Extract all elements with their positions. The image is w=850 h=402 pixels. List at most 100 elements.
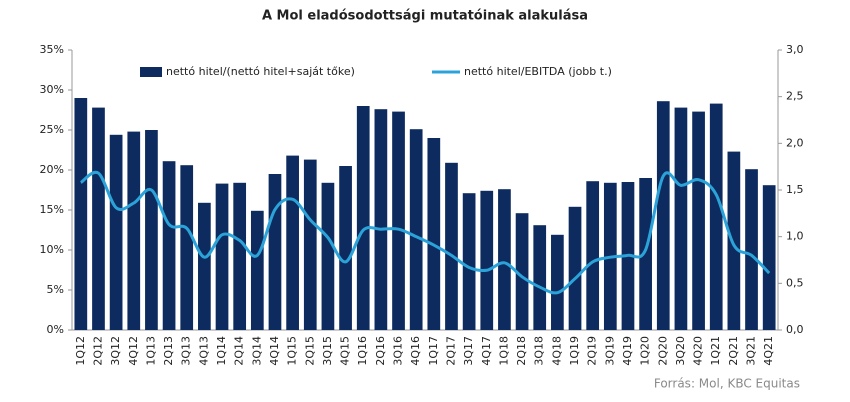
x-tick-label: 4Q21 — [762, 336, 775, 366]
y-tick-label: 20% — [40, 163, 64, 176]
bar — [709, 103, 723, 330]
bar — [692, 111, 705, 330]
legend-label: nettó hitel/EBITDA (jobb t.) — [464, 65, 612, 78]
y2-tick-label: 3,0 — [786, 43, 804, 56]
x-tick-label: 1Q14 — [215, 336, 228, 366]
bar — [568, 206, 582, 330]
bar — [656, 101, 670, 330]
bar — [286, 155, 299, 330]
y2-tick-label: 1,0 — [786, 230, 804, 243]
y2-tick-label: 0,5 — [786, 276, 804, 289]
x-tick-label: 2Q15 — [303, 336, 316, 366]
x-tick-label: 3Q12 — [109, 336, 122, 366]
x-tick-label: 3Q18 — [533, 336, 546, 366]
bar — [409, 129, 423, 330]
bar — [515, 213, 529, 330]
y2-tick-label: 2,5 — [786, 90, 804, 103]
x-tick-label: 1Q20 — [639, 336, 652, 366]
x-tick-label: 4Q20 — [692, 336, 705, 366]
x-tick-label: 1Q13 — [144, 336, 157, 366]
bar — [92, 107, 105, 330]
bar — [215, 183, 229, 330]
line — [79, 170, 771, 295]
bar — [480, 190, 494, 330]
x-tick-label: 4Q17 — [480, 336, 493, 366]
x-tick-label: 2Q21 — [727, 336, 740, 366]
bar — [551, 234, 564, 330]
x-tick-label: 3Q13 — [180, 336, 193, 366]
x-tick-label: 4Q15 — [339, 336, 352, 366]
bar — [392, 111, 405, 330]
bar — [445, 162, 458, 330]
x-tick-label: 3Q19 — [603, 336, 616, 366]
x-tick-label: 1Q16 — [356, 336, 369, 366]
bar — [180, 165, 194, 330]
bar — [498, 189, 511, 330]
bar — [198, 202, 211, 330]
x-tick-label: 4Q18 — [550, 336, 563, 366]
bar — [109, 134, 123, 330]
bar — [374, 109, 388, 330]
y-tick-label: 25% — [40, 123, 64, 136]
legend-label: nettó hitel/(nettó hitel+saját tőke) — [166, 65, 355, 78]
x-tick-label: 2Q18 — [515, 336, 528, 366]
x-tick-label: 1Q12 — [74, 336, 87, 366]
y-tick-label: 5% — [47, 283, 64, 296]
x-tick-label: 3Q14 — [250, 336, 263, 366]
bar — [462, 193, 476, 330]
y-tick-label: 30% — [40, 83, 64, 96]
source-note: Forrás: Mol, KBC Equitas — [654, 377, 800, 391]
x-tick-label: 1Q19 — [568, 336, 581, 366]
bar — [674, 107, 688, 330]
x-tick-label: 2Q16 — [374, 336, 387, 366]
bar — [639, 178, 652, 330]
y-tick-label: 0% — [47, 323, 64, 336]
bar — [233, 182, 247, 330]
y2-tick-label: 1,5 — [786, 183, 804, 196]
x-tick-label: 1Q17 — [427, 336, 440, 366]
y-tick-label: 35% — [40, 43, 64, 56]
legend-swatch — [140, 67, 162, 77]
bar — [356, 106, 370, 330]
bar — [321, 182, 335, 330]
x-tick-label: 2Q12 — [91, 336, 104, 366]
x-tick-label: 1Q21 — [709, 336, 722, 366]
bar — [268, 174, 282, 330]
y-tick-label: 15% — [40, 203, 64, 216]
x-tick-label: 2Q17 — [444, 336, 457, 366]
x-tick-label: 2Q20 — [656, 336, 669, 366]
bar — [250, 210, 264, 330]
bar — [727, 151, 741, 330]
bar — [339, 166, 352, 330]
y2-tick-label: 0,0 — [786, 323, 804, 336]
bar — [533, 225, 547, 330]
x-tick-label: 4Q13 — [197, 336, 210, 366]
x-tick-label: 4Q14 — [268, 336, 281, 366]
x-tick-label: 3Q15 — [321, 336, 334, 366]
bar — [762, 185, 776, 330]
x-tick-label: 1Q15 — [286, 336, 299, 366]
y2-tick-label: 2,0 — [786, 136, 804, 149]
x-tick-label: 3Q21 — [745, 336, 758, 366]
x-tick-label: 2Q13 — [162, 336, 175, 366]
x-tick-label: 4Q12 — [127, 336, 140, 366]
bar — [303, 159, 317, 330]
x-tick-label: 3Q16 — [392, 336, 405, 366]
bar — [127, 131, 141, 330]
bar — [586, 181, 600, 330]
bar — [162, 161, 176, 330]
x-tick-label: 2Q14 — [233, 336, 246, 366]
x-tick-label: 3Q17 — [462, 336, 475, 366]
chart-title: A Mol eladósodottsági mutatóinak alakulá… — [262, 9, 588, 24]
bar — [427, 138, 441, 330]
bar — [74, 98, 88, 330]
x-tick-label: 2Q19 — [586, 336, 599, 366]
y-tick-label: 10% — [40, 243, 64, 256]
x-tick-label: 1Q18 — [497, 336, 510, 366]
bar — [745, 169, 758, 330]
x-tick-label: 4Q16 — [409, 336, 422, 366]
x-tick-label: 4Q19 — [621, 336, 634, 366]
x-tick-label: 3Q20 — [674, 336, 687, 366]
bar — [145, 130, 158, 330]
